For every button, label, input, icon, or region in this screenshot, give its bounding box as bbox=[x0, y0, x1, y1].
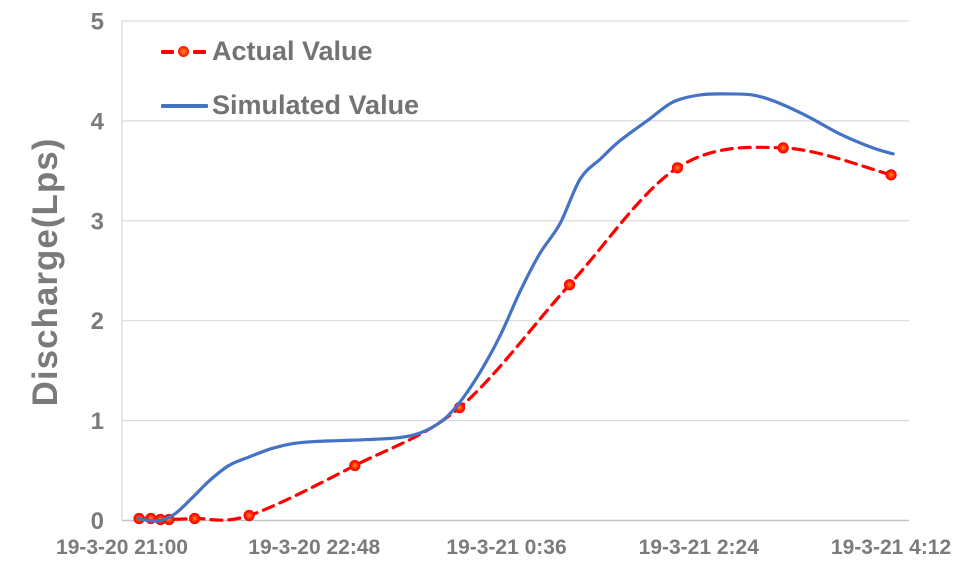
y-tick-label: 3 bbox=[91, 208, 104, 235]
x-tick-label: 19-3-21 2:24 bbox=[639, 536, 760, 559]
y-axis-title: Discharge(Lps) bbox=[26, 137, 65, 407]
y-tick-label: 2 bbox=[91, 308, 104, 335]
y-tick-label: 5 bbox=[91, 9, 104, 36]
legend-item-simulated: Simulated Value bbox=[161, 87, 419, 124]
legend: Actual Value Simulated Value bbox=[161, 33, 419, 124]
actual-value-line bbox=[137, 145, 893, 522]
simulated-value-line bbox=[136, 92, 895, 523]
data-point-marker bbox=[777, 142, 789, 154]
data-point-marker bbox=[885, 169, 897, 181]
data-point-marker bbox=[563, 279, 576, 291]
legend-item-actual: Actual Value bbox=[161, 33, 419, 70]
x-tick-label: 19-3-21 4:12 bbox=[831, 536, 951, 559]
y-tick-label: 4 bbox=[91, 108, 105, 135]
y-tick-label: 0 bbox=[91, 508, 104, 535]
legend-label-simulated: Simulated Value bbox=[212, 90, 420, 120]
x-tick-label: 19-3-20 22:48 bbox=[248, 536, 380, 559]
actual-series-marker-icon bbox=[161, 46, 210, 57]
x-tick-label: 19-3-21 0:36 bbox=[446, 536, 566, 559]
legend-label-actual: Actual Value bbox=[212, 36, 373, 66]
x-tick-label: 19-3-20 21:00 bbox=[56, 536, 188, 559]
y-tick-label: 1 bbox=[91, 408, 104, 435]
data-point-marker bbox=[243, 509, 255, 522]
data-point-marker bbox=[671, 162, 684, 174]
simulated-series-marker-icon bbox=[161, 103, 210, 108]
data-point-marker bbox=[189, 512, 201, 525]
data-point-marker bbox=[349, 459, 361, 472]
